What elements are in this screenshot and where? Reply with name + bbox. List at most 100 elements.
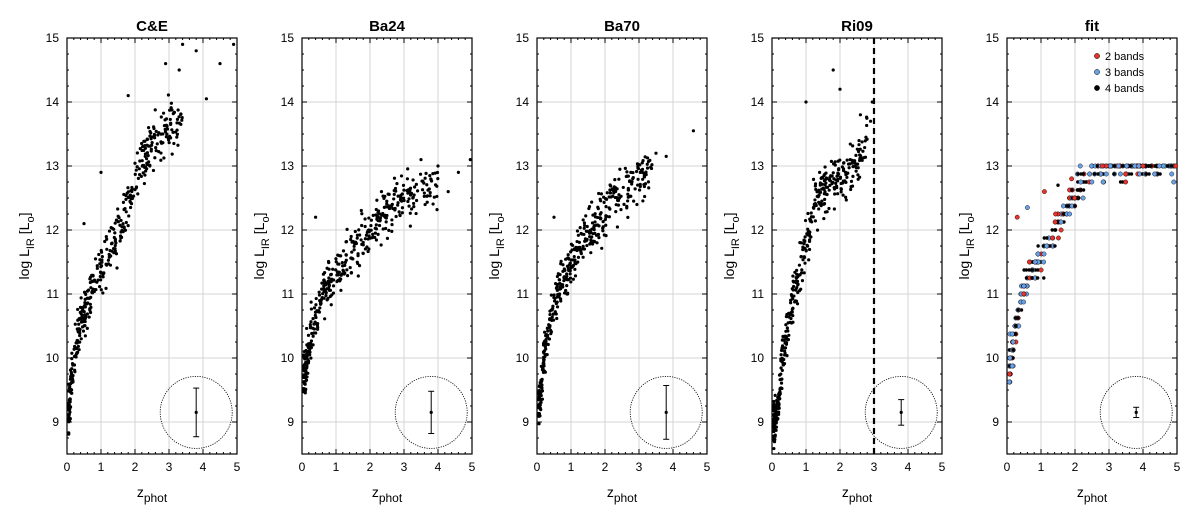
- data-point: [154, 129, 158, 133]
- data-point: [117, 216, 121, 220]
- data-point: [772, 434, 776, 438]
- data-point: [375, 198, 379, 202]
- data-point: [304, 379, 308, 383]
- data-point: [568, 276, 573, 280]
- data-point: [356, 261, 360, 266]
- data-point: [818, 170, 822, 174]
- data-point: [345, 268, 349, 272]
- data-point: [802, 271, 806, 275]
- y-tick-label: 13: [46, 159, 60, 173]
- data-point: [148, 164, 152, 168]
- data-point: [309, 307, 314, 311]
- data-point: [587, 204, 592, 209]
- data-point: [858, 113, 863, 117]
- data-point: [1161, 163, 1166, 169]
- data-point: [640, 170, 645, 174]
- data-point: [604, 197, 609, 201]
- x-tick-label: 3: [636, 460, 643, 474]
- data-point: [124, 220, 128, 225]
- x-tick-label: 1: [803, 460, 810, 474]
- data-point: [1173, 163, 1179, 169]
- data-point: [582, 221, 587, 225]
- data-point: [786, 338, 790, 342]
- data-point: [835, 179, 840, 183]
- y-tick-label: 13: [281, 159, 295, 173]
- data-point: [613, 178, 617, 182]
- data-point: [778, 397, 782, 401]
- data-point: [385, 202, 389, 206]
- data-point: [850, 158, 854, 163]
- data-point: [327, 276, 331, 280]
- data-point: [359, 208, 363, 213]
- data-point: [1103, 171, 1109, 177]
- data-point: [168, 108, 172, 112]
- data-point: [428, 174, 432, 178]
- data-point: [865, 116, 869, 120]
- data-point: [344, 253, 348, 257]
- data-point: [169, 122, 173, 127]
- y-tick-label: 15: [281, 31, 295, 45]
- data-point: [781, 363, 786, 367]
- data-point: [654, 151, 658, 155]
- data-point: [865, 123, 869, 128]
- data-point: [798, 273, 802, 277]
- data-point: [543, 370, 547, 374]
- data-point: [593, 215, 598, 219]
- data-point: [399, 193, 403, 197]
- data-point: [394, 189, 398, 193]
- data-point: [113, 244, 117, 248]
- data-point: [1052, 219, 1058, 225]
- data-point: [374, 238, 379, 242]
- data-point: [357, 264, 362, 268]
- data-point: [614, 210, 618, 214]
- x-tick-label: 5: [469, 460, 476, 474]
- data-point: [99, 265, 103, 269]
- data-point: [823, 197, 827, 201]
- data-point: [1013, 332, 1018, 336]
- data-point: [645, 162, 649, 166]
- data-point: [813, 198, 817, 202]
- data-point: [593, 212, 597, 216]
- data-point: [70, 351, 74, 355]
- data-point: [164, 62, 168, 66]
- data-point: [791, 279, 795, 283]
- data-point: [785, 354, 789, 358]
- data-point: [429, 177, 433, 182]
- data-point: [1036, 244, 1040, 248]
- data-point: [811, 205, 816, 210]
- data-point: [540, 364, 544, 368]
- x-tick-label: 1: [1038, 460, 1045, 474]
- data-point: [456, 170, 460, 174]
- data-point: [815, 194, 819, 198]
- data-point: [136, 192, 140, 196]
- data-point: [563, 276, 567, 280]
- y-tick-label: 9: [757, 415, 764, 429]
- data-point: [140, 141, 144, 146]
- data-point: [338, 277, 342, 281]
- data-point: [1011, 356, 1015, 360]
- data-point: [1007, 355, 1013, 361]
- data-point: [811, 177, 816, 182]
- data-point: [813, 184, 817, 188]
- data-point: [832, 207, 836, 211]
- data-point: [423, 202, 427, 207]
- data-point: [636, 177, 640, 181]
- data-point: [851, 165, 855, 169]
- data-point: [827, 177, 832, 182]
- data-point: [829, 174, 833, 178]
- x-axis-label: zphot: [372, 484, 403, 505]
- data-point: [568, 272, 572, 276]
- data-point: [124, 197, 128, 201]
- data-point: [341, 249, 346, 253]
- data-point: [1149, 164, 1153, 168]
- data-point: [849, 179, 854, 183]
- data-point: [105, 237, 109, 241]
- data-point: [777, 410, 781, 414]
- x-tick-label: 1: [98, 460, 105, 474]
- data-point: [609, 195, 613, 199]
- y-tick-label: 10: [281, 351, 295, 365]
- data-point: [779, 381, 784, 385]
- data-point: [552, 299, 557, 303]
- data-point: [157, 150, 161, 154]
- data-point: [608, 207, 612, 211]
